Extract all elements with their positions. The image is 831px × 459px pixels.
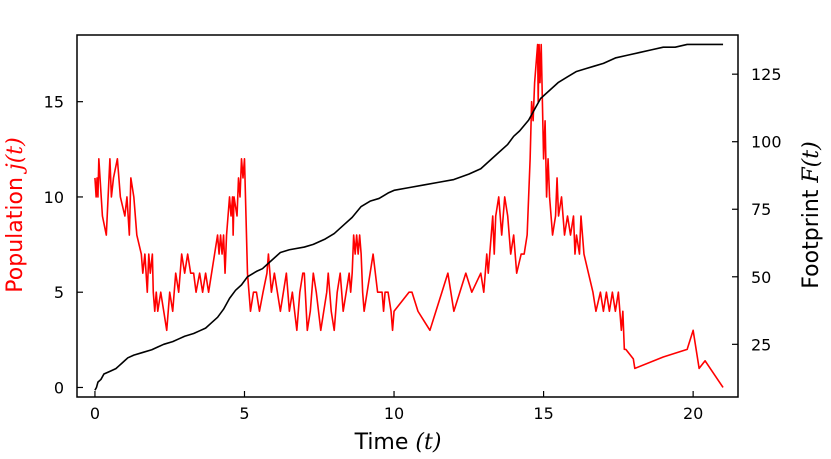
right-axis-label-var: F(t) xyxy=(799,141,824,183)
left-axis-label-text: Population xyxy=(3,170,28,293)
left-axis-label: Population j(t) xyxy=(3,137,28,292)
x-tick-label: 15 xyxy=(533,404,553,423)
right-axis-label-text: Footprint xyxy=(799,183,824,289)
y-right-tick-label: 100 xyxy=(751,133,782,152)
x-tick-label: 0 xyxy=(90,404,100,423)
plot-frame xyxy=(76,34,739,398)
y-left-tick-label: 0 xyxy=(54,378,64,397)
x-axis-label: Time (t) xyxy=(354,430,442,455)
ticks-layer: 0 5 10 15 20 0 5 10 15 25 50 75 100 125 xyxy=(44,65,782,423)
right-axis-label: Footprint F(t) xyxy=(799,141,824,288)
left-axis-label-var: j(t) xyxy=(3,137,28,175)
x-axis-label-text: Time xyxy=(354,430,416,455)
population-series-line xyxy=(94,43,724,388)
y-left-tick-label: 15 xyxy=(44,93,64,112)
series-layer xyxy=(94,43,724,391)
y-left-tick-label: 10 xyxy=(44,188,64,207)
x-tick-label: 5 xyxy=(239,404,249,423)
y-left-tick-label: 5 xyxy=(54,283,64,302)
x-axis-label-var: (t) xyxy=(415,430,441,455)
y-right-tick-label: 25 xyxy=(751,335,771,354)
y-right-tick-label: 50 xyxy=(751,268,771,287)
x-tick-label: 10 xyxy=(384,404,404,423)
y-right-tick-label: 125 xyxy=(751,65,782,84)
footprint-series-line xyxy=(94,43,724,391)
y-right-tick-label: 75 xyxy=(751,200,771,219)
x-tick-label: 20 xyxy=(683,404,703,423)
